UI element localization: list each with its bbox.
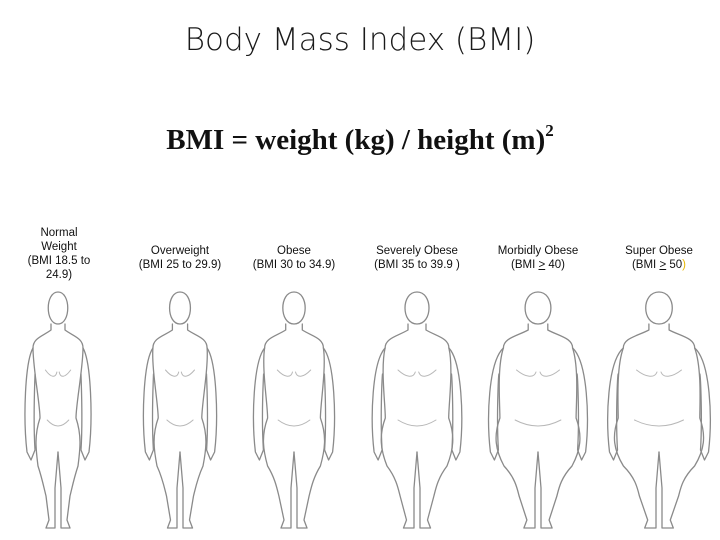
- overweight-body-icon-svg: [142, 291, 218, 529]
- category-range: (BMI 18.5 to: [27, 255, 91, 267]
- category-range: (BMI > 40): [510, 259, 566, 271]
- category-label: Morbidly Obese: [497, 245, 579, 257]
- formula-exponent: 2: [545, 121, 554, 140]
- super-obese-body-icon: [594, 290, 720, 534]
- category-morbidly-obese: Morbidly Obese (BMI > 40): [480, 244, 596, 272]
- severely-obese-body-icon: [352, 290, 482, 534]
- category-range: 24.9): [45, 269, 73, 281]
- category-range: (BMI 25 to 29.9): [138, 259, 222, 271]
- category-label: Normal: [40, 227, 78, 239]
- morbidly-obese-body-icon-svg: [487, 291, 589, 529]
- category-normal-weight: Normal Weight (BMI 18.5 to 24.9): [20, 226, 98, 282]
- bmi-formula: BMI = weight (kg) / height (m)2: [0, 121, 720, 157]
- category-range: (BMI > 50): [631, 259, 687, 271]
- category-range: (BMI 30 to 34.9): [252, 259, 336, 271]
- normal-weight-body-icon-svg: [24, 291, 92, 529]
- category-label: Super Obese: [625, 245, 693, 257]
- morbidly-obese-body-icon: [473, 290, 603, 534]
- category-super-obese: Super Obese (BMI > 50): [606, 244, 712, 272]
- obese-body-icon-svg: [252, 291, 336, 529]
- category-overweight: Overweight (BMI 25 to 29.9): [124, 244, 236, 272]
- category-severely-obese: Severely Obese (BMI 35 to 39.9 ): [357, 244, 477, 272]
- category-label: Overweight: [150, 245, 210, 257]
- severely-obese-body-icon-svg: [371, 291, 463, 529]
- category-range: (BMI 35 to 39.9 ): [374, 259, 460, 271]
- category-obese: Obese (BMI 30 to 34.9): [238, 244, 350, 272]
- category-label: Severely Obese: [376, 245, 458, 257]
- formula-text: BMI = weight (kg) / height (m): [166, 124, 546, 156]
- super-obese-body-icon-svg: [607, 291, 711, 529]
- slide-title: Body Mass Index (BMI): [184, 22, 536, 58]
- obese-body-icon: [229, 290, 359, 534]
- category-label: Obese: [277, 245, 311, 257]
- category-label: Weight: [41, 241, 77, 253]
- normal-weight-body-icon: [0, 290, 123, 534]
- overweight-body-icon: [115, 290, 245, 534]
